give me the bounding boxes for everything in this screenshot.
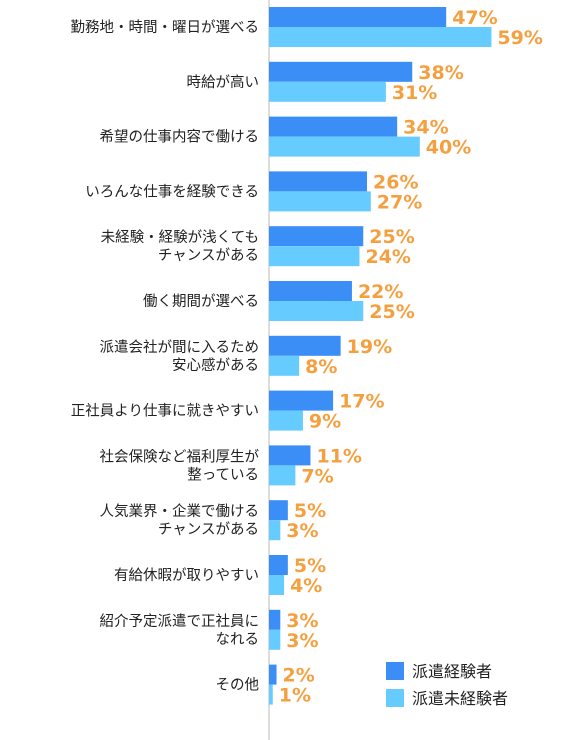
value-label: 26% bbox=[373, 171, 418, 193]
category-label: その他 bbox=[216, 677, 260, 694]
value-label: 25% bbox=[369, 226, 414, 248]
value-label: 25% bbox=[369, 301, 414, 323]
category-label: 派遣会社が間に入るため bbox=[100, 339, 260, 356]
category-label: 整っている bbox=[187, 466, 259, 483]
value-label: 38% bbox=[418, 62, 463, 84]
legend-label: 派遣経験者 bbox=[412, 662, 492, 681]
value-label: 11% bbox=[316, 445, 361, 467]
bar-inexperienced bbox=[269, 355, 300, 376]
bar-experienced bbox=[269, 445, 311, 466]
category-label: 勤務地・時間・曜日が選べる bbox=[71, 19, 260, 36]
bar-inexperienced bbox=[269, 684, 273, 705]
legend-label: 派遣未経験者 bbox=[412, 689, 508, 708]
bar-inexperienced bbox=[269, 465, 296, 486]
value-label: 22% bbox=[358, 281, 403, 303]
bar-inexperienced bbox=[269, 246, 360, 267]
category-label: 社会保険など福利厚生が bbox=[100, 448, 260, 465]
value-label: 3% bbox=[286, 630, 318, 652]
value-label: 8% bbox=[305, 356, 337, 378]
category-label: 人気業界・企業で働ける bbox=[100, 502, 260, 520]
category-label: なれる bbox=[216, 631, 260, 648]
category-label: いろんな仕事を経験できる bbox=[85, 183, 259, 200]
bar-experienced bbox=[269, 500, 288, 521]
bar-inexperienced bbox=[269, 27, 492, 47]
category-label: 正社員より仕事に就きやすい bbox=[71, 403, 259, 420]
bar-inexperienced bbox=[269, 191, 371, 212]
legend-swatch bbox=[386, 662, 404, 680]
bar-experienced bbox=[269, 171, 368, 192]
category-label: 時給が高い bbox=[187, 74, 260, 91]
bar-experienced bbox=[269, 281, 352, 301]
bar-experienced bbox=[269, 664, 277, 685]
value-labels: 47%59%38%31%34%40%26%27%25%24%22%25%19%8… bbox=[279, 7, 543, 707]
value-label: 31% bbox=[392, 82, 437, 104]
value-label: 59% bbox=[497, 27, 542, 49]
bar-experienced bbox=[269, 335, 341, 356]
value-label: 34% bbox=[403, 117, 448, 139]
value-label: 1% bbox=[279, 685, 311, 707]
bar-inexperienced bbox=[269, 629, 281, 650]
bar-experienced bbox=[269, 61, 413, 82]
category-label: 希望の仕事内容で働ける bbox=[100, 129, 260, 146]
bar-inexperienced bbox=[269, 136, 420, 157]
category-label: 未経験・経験が浅くても bbox=[101, 229, 259, 246]
category-label: 紹介予定派遣で正社員に bbox=[100, 613, 260, 630]
category-label: 有給休暇が取りやすい bbox=[114, 567, 259, 584]
value-label: 5% bbox=[294, 555, 326, 577]
value-label: 47% bbox=[452, 7, 497, 29]
value-label: 27% bbox=[377, 191, 422, 213]
bar-inexperienced bbox=[269, 301, 364, 321]
value-label: 4% bbox=[290, 575, 322, 597]
bars-layer bbox=[269, 7, 492, 705]
bar-inexperienced bbox=[269, 410, 303, 431]
bar-inexperienced bbox=[269, 81, 386, 102]
category-label: チャンスがある bbox=[158, 247, 259, 264]
value-label: 40% bbox=[426, 137, 471, 159]
bar-experienced bbox=[269, 226, 364, 247]
category-label: 働く期間が選べる bbox=[143, 293, 259, 310]
value-label: 9% bbox=[309, 411, 341, 433]
bar-inexperienced bbox=[269, 575, 285, 595]
value-label: 5% bbox=[294, 500, 326, 522]
value-label: 3% bbox=[286, 610, 318, 632]
bar-experienced bbox=[269, 609, 281, 630]
bar-experienced bbox=[269, 555, 288, 575]
value-label: 2% bbox=[283, 665, 315, 687]
value-label: 19% bbox=[347, 336, 392, 358]
category-labels: 勤務地・時間・曜日が選べる時給が高い希望の仕事内容で働けるいろんな仕事を経験でき… bbox=[71, 19, 260, 694]
value-label: 17% bbox=[339, 391, 384, 413]
value-label: 24% bbox=[365, 246, 410, 268]
bar-experienced bbox=[269, 7, 447, 27]
bar-inexperienced bbox=[269, 520, 281, 541]
bar-experienced bbox=[269, 390, 334, 411]
category-label: 安心感がある bbox=[172, 357, 259, 374]
bar-experienced bbox=[269, 116, 398, 137]
value-label: 3% bbox=[286, 520, 318, 542]
legend-swatch bbox=[386, 689, 404, 707]
category-label: チャンスがある bbox=[158, 521, 259, 538]
value-label: 7% bbox=[301, 465, 333, 487]
